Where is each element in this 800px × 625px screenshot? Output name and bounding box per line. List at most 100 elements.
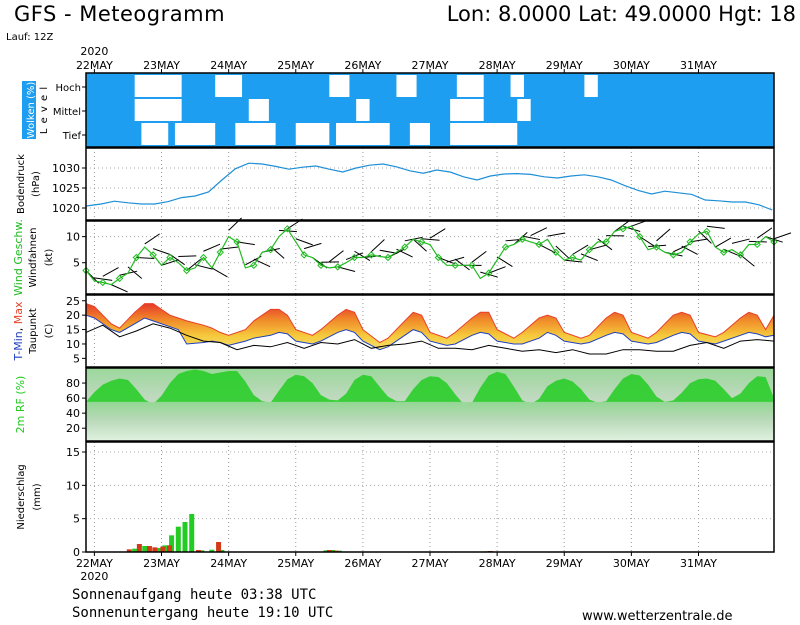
year-label-bottom: 2020 [80,570,108,583]
cloud-gap-hoch [396,75,417,97]
wind-barb [496,256,513,267]
ytick-label-temperature: 15 [66,324,80,337]
wind-barb [203,243,221,252]
wind-speed-marker [535,240,543,249]
wind-speed-marker [166,253,174,262]
wind-speed-marker [250,261,258,270]
cloud-gap-tief [141,123,169,145]
wind-speed-marker [568,253,577,262]
precip-bar-green [199,550,205,552]
cloud-gap-mittel [248,99,269,121]
day-label-top: 23MAY [143,59,180,72]
wind-speed-marker [283,225,292,233]
wind-barb [572,244,589,255]
wind-barb [614,220,630,232]
wind-barb [354,250,371,261]
ytick-label-rh: 60 [66,392,80,405]
cloud-gap-tief [336,123,390,145]
wind-speed-marker [652,243,661,251]
ytick-label-pressure: 1025 [52,182,80,195]
cloud-gap-mittel [134,99,182,121]
wind-speed-marker [367,251,375,259]
wind-speed-marker [317,261,325,270]
temperature-range-area [86,303,774,350]
header: GFS - Meteogramm Lon: 8.0000 Lat: 49.000… [0,0,800,43]
wind-barb [622,225,641,232]
wind-speed-marker [350,253,359,262]
day-label-top: 26MAY [344,59,381,72]
day-label-top: 25MAY [277,59,314,72]
wind-barb [429,228,446,239]
wind-barb [454,258,470,271]
pressure-unit: (hPa) [31,171,42,197]
wind-barb [345,252,363,261]
wind-barb [370,239,385,253]
cloud-gap-mittel [517,99,531,121]
cloud-gap-mittel [450,99,484,121]
wind-barb [706,225,725,229]
wind-barb [178,255,197,257]
wind-speed-marker [619,225,627,233]
precip-bar-green [323,550,329,552]
wind-speed-marker [485,269,493,277]
wind-barb [110,284,128,293]
cloud-gap-tief [295,123,330,145]
ytick-label-precip: 10 [66,479,80,492]
wind-speed-marker [686,238,694,246]
day-label-top: 31MAY [680,59,717,72]
temp-ylabel-part: T-Min [12,331,25,361]
wind-barb [329,250,344,263]
wind-barb [505,238,524,242]
data-layer [22,73,792,552]
precip-bar-red [326,550,332,552]
day-label-bottom: 30MAY [613,557,650,570]
day-label-top: 22MAY [76,59,113,72]
wind-speed-marker [233,238,241,246]
wind-speed-marker [182,266,191,275]
precip-bar-green [132,548,138,552]
wind-barb [152,248,171,255]
day-label-top: 30MAY [613,59,650,72]
day-label-bottom: 29MAY [546,557,583,570]
cloud-gap-hoch [215,75,243,97]
dewpoint-line [85,323,775,355]
sunrise-text: Sonnenaufgang heute 03:38 UTC [72,587,317,603]
wind-speed-marker [401,243,409,251]
wind-speed-marker [132,253,141,262]
wind-barb [547,232,566,237]
day-label-top: 24MAY [210,59,247,72]
pressure-ylabel: Bodendruck [16,154,27,214]
wind-speed-marker [585,245,594,254]
cloud-gap-tief [409,123,430,145]
precip-bar-green [169,535,175,552]
wind-barb [144,233,160,245]
cloud-gap-hoch [329,75,350,97]
wind-speed-marker [753,240,761,249]
wind-speed-marker [216,248,224,256]
cloud-gap-tief [235,123,276,145]
panel-frame-pressure [85,147,775,221]
wind-barb [530,227,548,237]
ytick-label-temperature: 25 [66,295,80,308]
ytick-label-temperature: 10 [66,338,80,351]
cloud-gap-hoch [134,75,182,97]
wind-speed-marker [736,251,745,259]
wind-barb [480,271,498,278]
wind-barb [421,238,440,241]
temp-max-line [85,303,775,344]
wind-speed-marker [602,238,610,246]
wind-speed-marker [300,251,308,259]
precip-bar-red [146,546,152,552]
cloud-gap-mittel [356,99,370,121]
wind-speed-marker [636,232,644,241]
cloud-level-label: Mittel [53,107,81,118]
wind-barb [379,249,398,254]
day-label-bottom: 25MAY [277,557,314,570]
wind-barb [756,227,773,239]
wind-barb [295,238,313,246]
cloud-level-label: Hoch [56,83,81,94]
day-label-bottom: 27MAY [412,557,449,570]
wind-speed-marker [501,243,510,251]
wind-speed-marker [719,248,728,256]
